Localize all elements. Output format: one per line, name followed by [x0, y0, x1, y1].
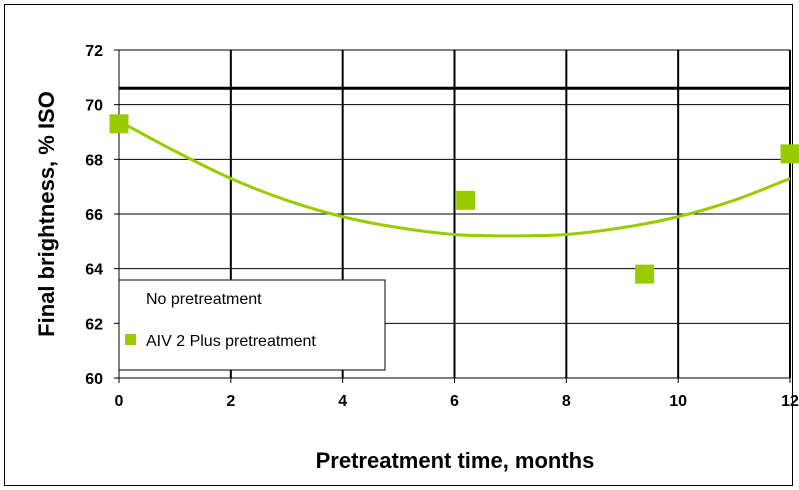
- y-tick-label: 72: [85, 43, 103, 60]
- y-tick-label: 68: [85, 152, 103, 169]
- x-tick-label: 0: [115, 393, 124, 410]
- legend-label-no-pretreatment: No pretreatment: [146, 291, 262, 308]
- legend: No pretreatment AIV 2 Plus pretreatment: [118, 279, 386, 371]
- data-point-marker: [456, 190, 476, 210]
- legend-box: [118, 279, 386, 371]
- series: [109, 86, 799, 284]
- x-tick-label: 10: [669, 393, 687, 410]
- x-tick-label: 12: [781, 393, 799, 410]
- x-tick-label: 6: [450, 393, 459, 410]
- x-tick-label: 8: [562, 393, 571, 410]
- y-tick-label: 64: [85, 262, 103, 279]
- y-tick-label: 60: [85, 371, 103, 388]
- legend-label-aiv-2-plus: AIV 2 Plus pretreatment: [146, 333, 316, 350]
- series-trend-curve: [118, 119, 791, 238]
- y-tick-label: 62: [85, 316, 103, 333]
- y-tick-label: 70: [85, 98, 103, 115]
- axes: [114, 49, 791, 383]
- data-point-marker: [780, 144, 799, 164]
- legend-marker-aiv: [125, 334, 136, 345]
- x-tick-label: 2: [226, 393, 235, 410]
- data-point-marker: [109, 114, 129, 134]
- y-axis-title: Final brightness, % ISO: [34, 91, 59, 337]
- y-tick-label: 66: [85, 207, 103, 224]
- chart-frame: [4, 4, 793, 486]
- data-point-marker: [635, 264, 655, 284]
- x-tick-label: 4: [338, 393, 347, 410]
- x-axis-title: Pretreatment time, months: [316, 448, 595, 473]
